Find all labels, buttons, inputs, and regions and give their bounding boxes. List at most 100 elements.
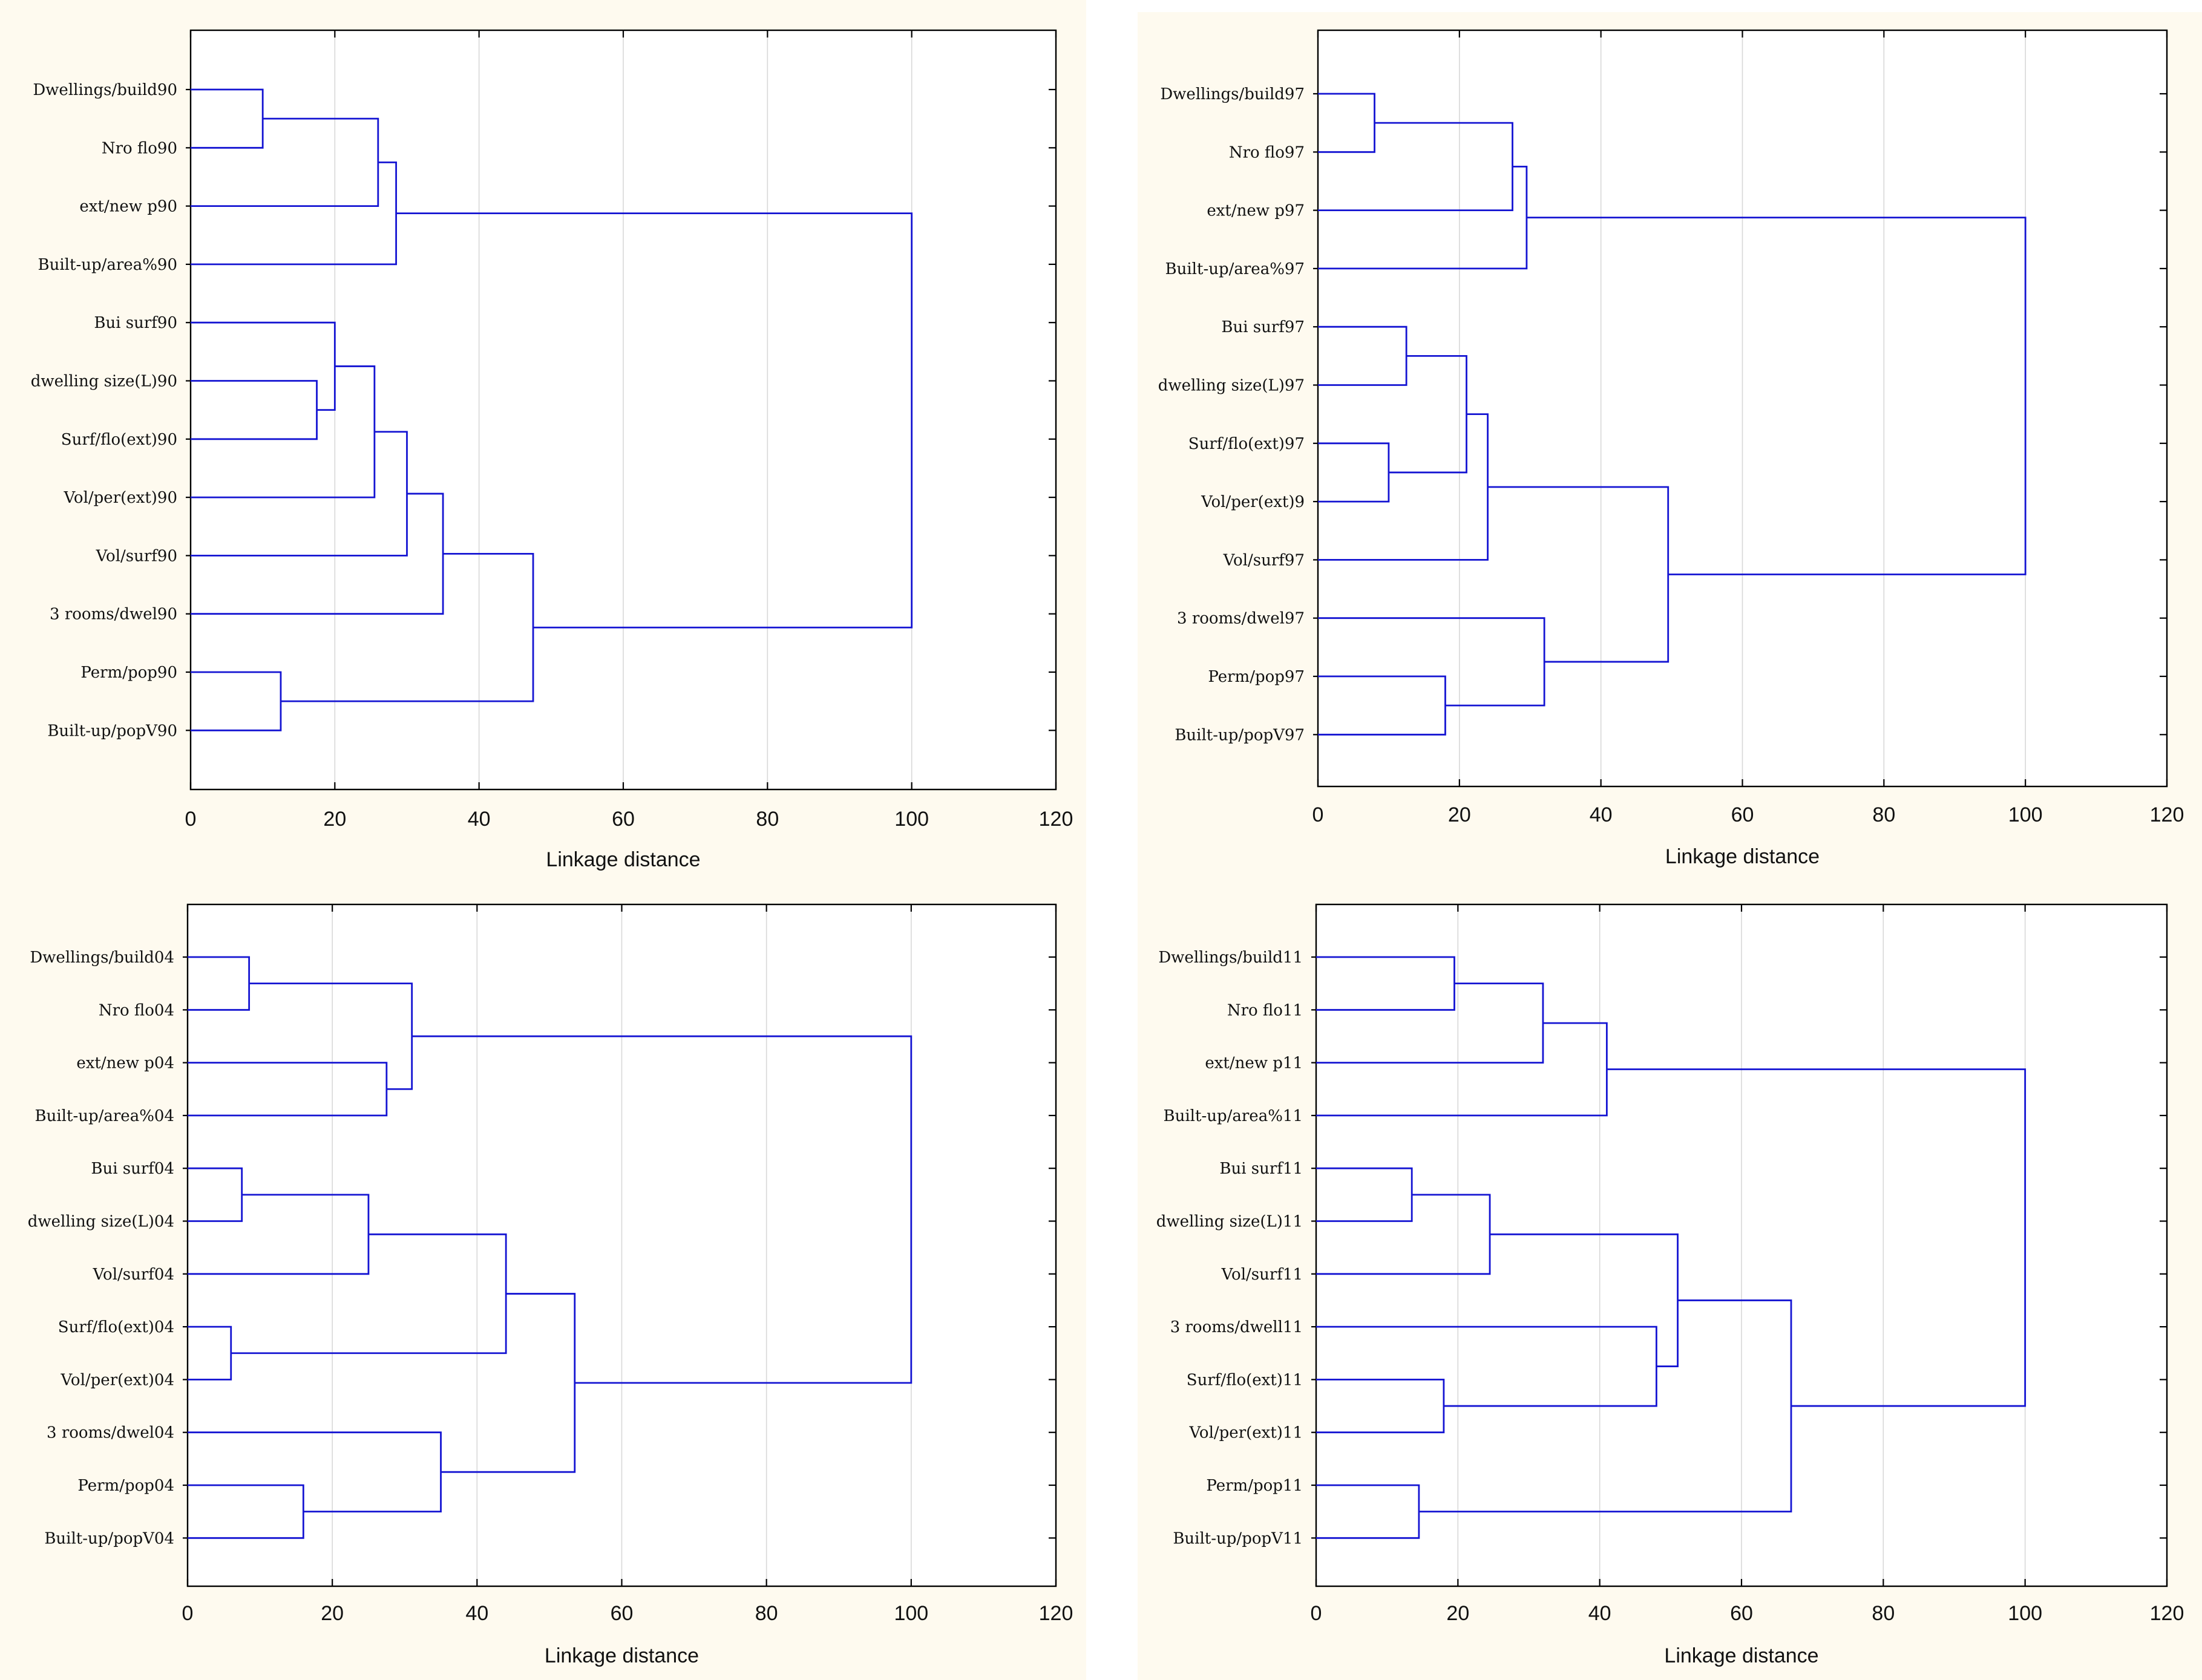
leaf-label: Nro flo90 [102,139,177,157]
x-tick-label: 40 [1588,1602,1611,1625]
x-axis-label: Linkage distance [545,1644,699,1667]
dendrogram-link [1318,617,1545,707]
x-axis-label: Linkage distance [1665,845,1820,868]
x-tick-label: 20 [1446,1602,1469,1625]
x-tick-label: 100 [2008,1602,2042,1625]
leaf-label: Bui surf90 [94,314,177,332]
leaf-label: Perm/pop04 [77,1477,174,1495]
leaf-label: Vol/surf11 [1221,1266,1303,1284]
leaf-label: Perm/pop11 [1206,1477,1303,1495]
leaf-label: Built-up/popV97 [1175,726,1305,744]
leaf-label: Perm/pop90 [80,664,177,682]
x-tick-label: 80 [755,1602,778,1625]
leaf-label: Nro flo04 [99,1001,174,1019]
dendrogram-link [1316,1484,1420,1539]
dendrogram-panel-3: 0 20 40 60 80 100 120 Linkage distance Dwellings… [0,880,1086,1680]
leaf-label: Surf/flo(ext)97 [1188,435,1305,453]
leaf-label: Built-up/area%90 [38,256,177,274]
leaf-label: 3 rooms/dwel04 [47,1424,174,1442]
dendrogram-link [188,1062,388,1117]
dendrogram-link [191,117,379,207]
leaf-label: Surf/flo(ext)11 [1187,1371,1303,1389]
x-tick-label: 80 [1872,1602,1895,1625]
leaf-label: ext/new p90 [79,198,177,216]
x-tick-label: 40 [468,808,491,831]
leaf-label: Dwellings/build97 [1160,85,1305,103]
dendrogram-panel-1: 0 20 40 60 80 100 120 Linkage distance Dwellings… [0,0,1086,880]
dendrogram-link [191,321,336,411]
x-tick-label: 60 [612,808,635,831]
dendrogram-link [396,212,913,629]
dendrogram-link [188,1484,304,1539]
leaf-label: Bui surf04 [91,1160,174,1178]
x-tick-label: 100 [894,808,929,831]
leaf-label: Built-up/area%04 [35,1107,174,1125]
dendrogram-link [1316,982,1544,1064]
leaf-label: dwelling size(L)90 [31,373,177,391]
x-tick-label: 20 [1448,803,1471,826]
leaf-label: 3 rooms/dwell11 [1170,1318,1303,1336]
leaf-label: 3 rooms/dwel90 [50,606,177,624]
dendrogram-link [188,1194,370,1275]
dendrogram-link [1526,217,2027,575]
leaf-label: Dwellings/build11 [1158,949,1303,967]
x-tick-label: 20 [321,1602,344,1625]
x-tick-label: 60 [1730,1602,1753,1625]
dendrogram-link [411,1035,913,1384]
dendrogram-panel-4: 0 20 40 60 80 100 120 Linkage distance Dwellings… [1138,880,2202,1680]
dendrogram-link [1607,1068,2027,1407]
leaf-label: Built-up/popV11 [1173,1529,1303,1548]
x-axis-label: Linkage distance [1664,1644,1818,1667]
x-tick-label: 100 [894,1602,928,1625]
x-tick-label: 40 [465,1602,488,1625]
x-tick-label: 120 [2150,803,2184,826]
leaf-label: dwelling size(L)11 [1156,1213,1303,1231]
dendrogram-panel-2: 0 20 40 60 80 100 120 Linkage distance Dwellings… [1138,12,2202,880]
leaf-label: Vol/per(ext)11 [1189,1424,1303,1442]
x-tick-label: 120 [1039,1602,1073,1625]
leaf-label: Built-up/popV04 [44,1529,174,1548]
leaf-label: Bui surf97 [1221,318,1305,336]
leaf-label: Built-up/area%97 [1165,260,1305,278]
x-axis-label: Linkage distance [546,848,700,871]
leaf-label: dwelling size(L)04 [28,1213,174,1231]
dendrogram-link [1318,165,1528,270]
leaf-label: Surf/flo(ext)90 [61,431,177,449]
leaf-label: Vol/surf90 [96,547,177,565]
leaf-label: Dwellings/build90 [33,81,177,99]
leaf-label: Vol/surf97 [1223,551,1305,569]
leaf-label: Bui surf11 [1219,1160,1303,1178]
leaf-label: Vol/per(ext)9 [1201,493,1305,511]
x-tick-label: 40 [1590,803,1613,826]
x-tick-label: 100 [2008,803,2043,826]
leaf-label: Nro flo11 [1227,1001,1303,1019]
dendrogram-link [1316,1022,1608,1117]
leaf-label: ext/new p97 [1207,202,1305,220]
leaf-label: Surf/flo(ext)04 [58,1318,174,1336]
x-tick-label: 0 [182,1602,194,1625]
x-tick-label: 60 [1731,803,1754,826]
dendrogram-link [191,492,444,615]
leaf-label: Dwellings/build04 [30,949,174,967]
leaf-label: dwelling size(L)97 [1158,377,1305,395]
dendrogram-link [1318,93,1375,153]
leaf-label: ext/new p04 [76,1054,174,1073]
leaf-label: 3 rooms/dwel97 [1177,610,1305,628]
leaf-label: Vol/surf04 [93,1266,174,1284]
dendrogram-link [1388,355,1467,474]
dendrogram-link [1318,122,1513,211]
x-tick-label: 80 [1872,803,1895,826]
x-tick-label: 0 [185,808,197,831]
dendrogram-link [249,982,413,1090]
dendrogram-link [191,671,282,731]
x-tick-label: 120 [2150,1602,2184,1625]
x-tick-label: 80 [756,808,779,831]
x-tick-label: 0 [1312,803,1324,826]
leaf-label: Nro flo97 [1229,143,1305,162]
x-tick-label: 0 [1311,1602,1322,1625]
x-tick-label: 120 [1039,808,1073,831]
leaf-label: ext/new p11 [1205,1054,1303,1073]
leaf-label: Perm/pop97 [1208,668,1305,686]
leaf-label: Built-up/area%11 [1164,1107,1303,1125]
